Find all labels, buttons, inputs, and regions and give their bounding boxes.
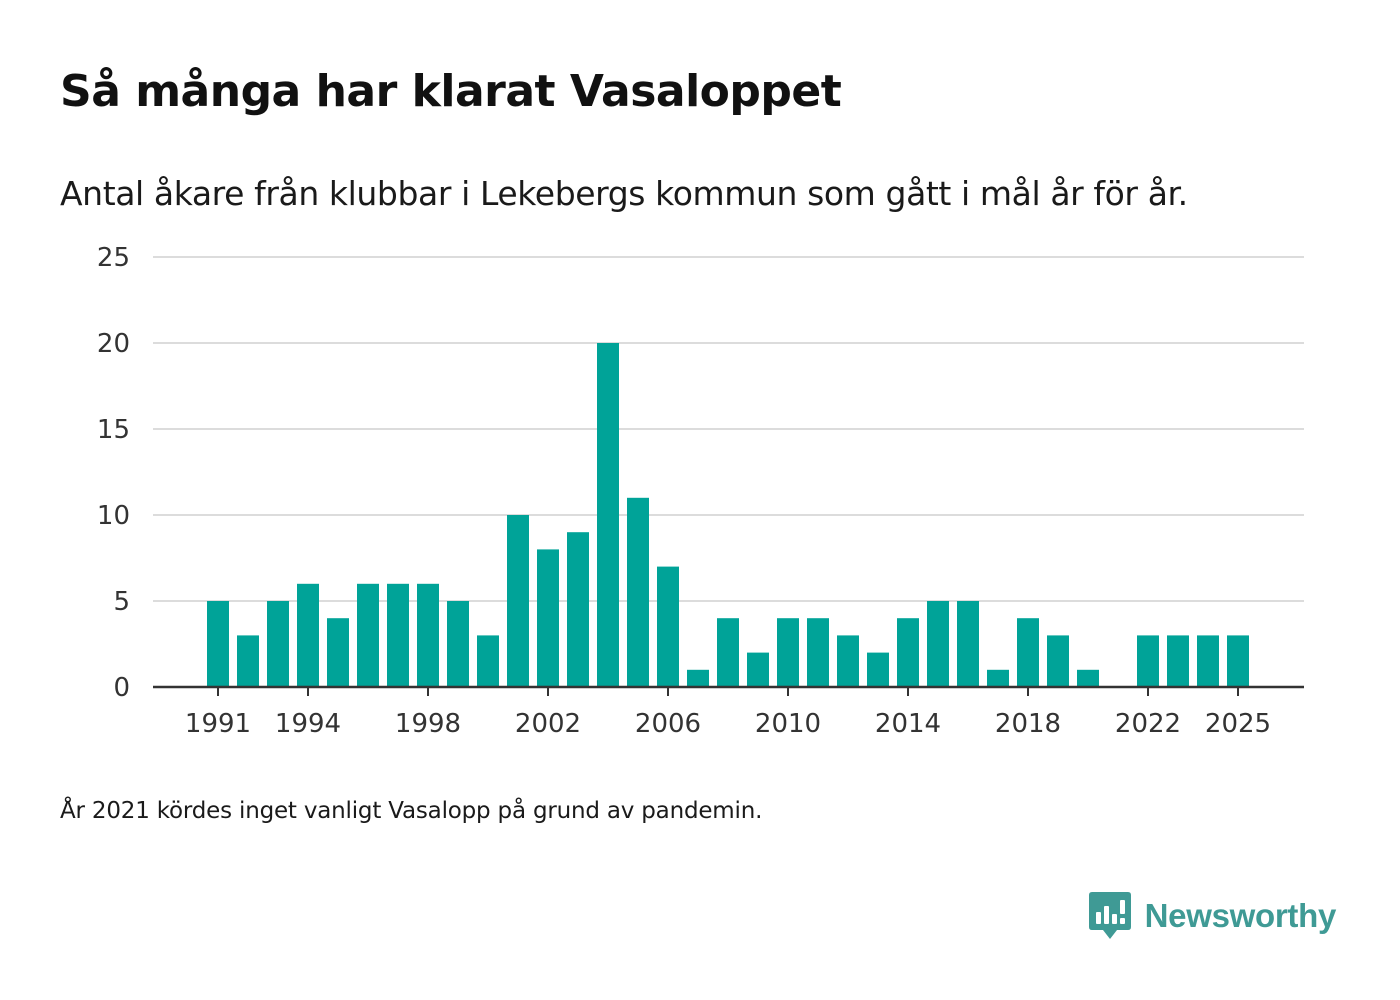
- y-tick-label: 10: [97, 501, 130, 531]
- bar-2022: [1137, 635, 1159, 687]
- bar-2019: [1047, 635, 1069, 687]
- bar-2015: [927, 601, 949, 687]
- bar-2024: [1197, 635, 1219, 687]
- bar-2012: [837, 635, 859, 687]
- bar-2004: [597, 343, 619, 687]
- x-tick-label: 1991: [185, 709, 251, 739]
- bar-1992: [237, 635, 259, 687]
- y-tick-label: 15: [97, 415, 130, 445]
- bar-2002: [537, 549, 559, 687]
- y-tick-label: 5: [113, 587, 130, 617]
- y-tick-label: 0: [113, 673, 130, 703]
- bar-2018: [1017, 618, 1039, 687]
- bar-2011: [807, 618, 829, 687]
- bar-2017: [987, 669, 1009, 687]
- bar-1991: [207, 601, 229, 687]
- chart-subtitle: Antal åkare från klubbar i Lekebergs kom…: [60, 174, 1188, 213]
- bar-1996: [357, 583, 379, 687]
- bar-2003: [567, 532, 589, 687]
- brand[interactable]: Newsworthy: [1088, 892, 1337, 940]
- bar-2009: [747, 652, 769, 687]
- x-tick-label: 2025: [1205, 709, 1271, 739]
- x-tick-label: 1994: [275, 709, 341, 739]
- bar-2007: [687, 669, 709, 687]
- x-tick-label: 2006: [635, 709, 701, 739]
- bar-2006: [657, 566, 679, 687]
- x-tick-label: 2014: [875, 709, 941, 739]
- bar-2001: [507, 515, 529, 687]
- bar-2000: [477, 635, 499, 687]
- chart-title: Så många har klarat Vasaloppet: [60, 66, 842, 117]
- x-tick-label: 2022: [1115, 709, 1181, 739]
- brand-name: Newsworthy: [1144, 897, 1337, 934]
- y-tick-label: 25: [97, 243, 130, 273]
- x-tick-label: 2018: [995, 709, 1061, 739]
- newsworthy-logo-icon: [1088, 892, 1131, 939]
- bar-1994: [297, 583, 319, 687]
- bar-1999: [447, 601, 469, 687]
- bar-1995: [327, 618, 349, 687]
- bar-2014: [897, 618, 919, 687]
- bar-1997: [387, 583, 409, 687]
- x-tick-label: 2010: [755, 709, 821, 739]
- bar-2025: [1227, 635, 1249, 687]
- bar-2016: [957, 601, 979, 687]
- footnote: År 2021 kördes inget vanligt Vasalopp på…: [60, 798, 763, 824]
- y-tick-label: 20: [97, 329, 130, 359]
- bar-2008: [717, 618, 739, 687]
- x-tick-label: 1998: [395, 709, 461, 739]
- bar-2023: [1167, 635, 1189, 687]
- bar-1998: [417, 583, 439, 687]
- bar-2005: [627, 497, 649, 687]
- bar-2013: [867, 652, 889, 687]
- bar-1993: [267, 601, 289, 687]
- x-tick-label: 2002: [515, 709, 581, 739]
- bar-2010: [777, 618, 799, 687]
- bar-2020: [1077, 669, 1099, 687]
